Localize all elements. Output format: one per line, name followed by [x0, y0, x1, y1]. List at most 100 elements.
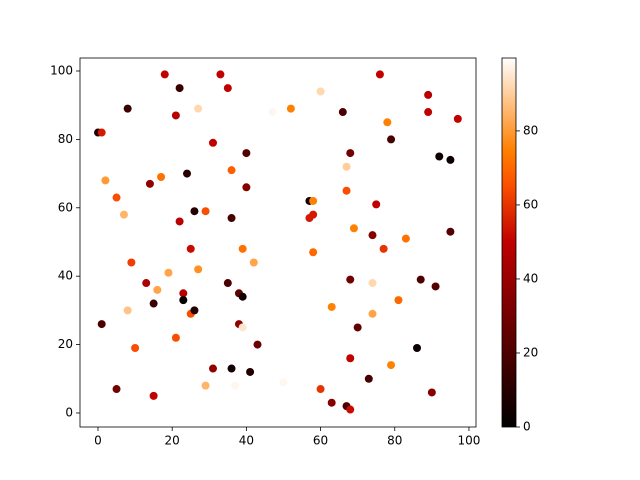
point: [97, 128, 106, 137]
point: [101, 176, 110, 185]
point: [123, 104, 132, 113]
point: [190, 207, 199, 216]
point: [368, 309, 377, 318]
x-tick-label: 20: [165, 434, 180, 448]
point: [342, 186, 351, 195]
point: [223, 84, 232, 93]
point: [368, 279, 377, 288]
point: [346, 149, 355, 158]
point: [238, 292, 247, 301]
point: [97, 320, 106, 329]
point: [453, 114, 462, 123]
point: [227, 364, 236, 373]
point: [208, 364, 217, 373]
point: [368, 231, 377, 240]
plot-frame: [79, 57, 477, 428]
y-tick-label: 40: [58, 269, 73, 283]
y-tick-label: 0: [65, 405, 73, 419]
y-tick-label: 80: [58, 132, 73, 146]
point: [201, 207, 210, 216]
x-tick-label: 100: [457, 434, 480, 448]
point: [112, 193, 121, 202]
point: [149, 391, 158, 400]
point: [119, 210, 128, 219]
point: [379, 244, 388, 253]
point: [435, 152, 444, 161]
point: [394, 296, 403, 305]
point: [249, 258, 258, 267]
point: [179, 296, 188, 305]
point: [346, 405, 355, 414]
point: [431, 282, 440, 291]
point: [309, 210, 318, 219]
point: [145, 179, 154, 188]
point: [309, 248, 318, 257]
point: [160, 70, 169, 79]
point: [349, 224, 358, 233]
point: [123, 306, 132, 315]
point: [153, 285, 162, 294]
point: [327, 398, 336, 407]
point: [346, 275, 355, 284]
point: [194, 104, 203, 113]
point: [164, 268, 173, 277]
x-tick-label: 40: [239, 434, 254, 448]
point: [171, 333, 180, 342]
y-tick-label: 100: [50, 63, 73, 77]
point: [231, 381, 240, 390]
point: [183, 169, 192, 178]
colorbar-tick-label: 20: [523, 345, 538, 359]
point: [327, 302, 336, 311]
point: [416, 275, 425, 284]
point: [179, 289, 188, 298]
point: [401, 234, 410, 243]
colorbar-tick-label: 40: [523, 271, 538, 285]
point: [216, 70, 225, 79]
point: [142, 279, 151, 288]
colorbar: [501, 57, 517, 428]
point: [175, 84, 184, 93]
point: [286, 104, 295, 113]
point: [149, 299, 158, 308]
point: [446, 227, 455, 236]
point: [424, 108, 433, 117]
point: [375, 70, 384, 79]
colorbar-tick-label: 60: [523, 197, 538, 211]
point: [201, 381, 210, 390]
point: [338, 108, 347, 117]
point: [346, 354, 355, 363]
point: [342, 162, 351, 171]
colorbar-tick-label: 0: [523, 420, 531, 434]
point: [171, 111, 180, 120]
point: [238, 323, 247, 332]
point: [208, 138, 217, 147]
x-tick-label: 60: [313, 434, 328, 448]
point: [268, 108, 277, 117]
point: [446, 155, 455, 164]
point: [309, 196, 318, 205]
point: [387, 361, 396, 370]
point: [253, 340, 262, 349]
point: [316, 87, 325, 96]
point: [186, 244, 195, 253]
point: [279, 378, 288, 387]
point: [424, 90, 433, 99]
point: [353, 323, 362, 332]
point: [227, 214, 236, 223]
point: [127, 258, 136, 267]
point: [316, 385, 325, 394]
y-tick-label: 60: [58, 200, 73, 214]
point: [190, 306, 199, 315]
point: [227, 166, 236, 175]
point: [112, 385, 121, 394]
point: [157, 173, 166, 182]
point: [383, 118, 392, 127]
point: [194, 265, 203, 274]
point: [364, 374, 373, 383]
point: [242, 183, 251, 192]
point: [238, 244, 247, 253]
point: [413, 344, 422, 353]
x-tick-label: 80: [387, 434, 402, 448]
point: [372, 200, 381, 209]
